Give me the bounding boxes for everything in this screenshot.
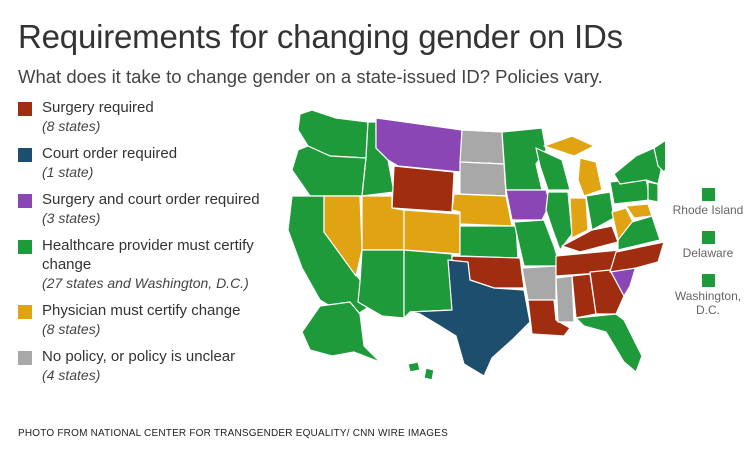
state-arkansas bbox=[521, 265, 557, 301]
legend-swatch bbox=[18, 148, 32, 162]
state-wisconsin bbox=[535, 147, 571, 191]
state-michigan-upper bbox=[543, 135, 595, 157]
legend-swatch bbox=[18, 305, 32, 319]
legend-label: Court order required bbox=[42, 145, 178, 162]
state-kansas bbox=[459, 225, 519, 259]
state-illinois bbox=[545, 191, 573, 251]
state-mississippi bbox=[555, 275, 575, 323]
state-michigan bbox=[577, 157, 603, 197]
legend-swatch bbox=[18, 102, 32, 116]
legend-swatch bbox=[18, 194, 32, 208]
small-state-rhode-island: Rhode Island bbox=[668, 188, 748, 217]
state-north-dakota bbox=[459, 129, 505, 165]
legend-count: (4 states) bbox=[42, 367, 101, 383]
legend-count: (3 states) bbox=[42, 210, 101, 226]
state-louisiana bbox=[527, 299, 571, 337]
state-ohio bbox=[585, 191, 615, 231]
legend-count: (8 states) bbox=[42, 321, 101, 337]
legend-label: Surgery required bbox=[42, 99, 154, 116]
small-state-label: Washington, D.C. bbox=[674, 289, 742, 317]
legend-item-physician: Physician must certify change (8 states) bbox=[18, 301, 298, 339]
legend-label: Physician must certify change bbox=[42, 302, 241, 319]
state-south-dakota bbox=[459, 161, 507, 197]
state-texas bbox=[409, 259, 531, 377]
small-states-legend: Rhode Island Delaware Washington, D.C. bbox=[668, 188, 748, 331]
state-alaska bbox=[301, 301, 381, 363]
page-title: Requirements for changing gender on IDs bbox=[18, 18, 623, 55]
state-maryland bbox=[625, 203, 653, 219]
state-north-carolina bbox=[609, 241, 665, 273]
state-florida bbox=[575, 313, 643, 373]
legend-count: (1 state) bbox=[42, 164, 94, 180]
legend-swatch bbox=[18, 351, 32, 365]
legend-label: Surgery and court order required bbox=[42, 191, 260, 208]
state-nevada bbox=[323, 195, 363, 277]
state-virginia bbox=[617, 215, 661, 251]
small-state-swatch bbox=[701, 231, 715, 244]
small-state-label: Rhode Island bbox=[672, 203, 744, 217]
small-state-delaware: Delaware bbox=[668, 231, 748, 260]
us-map bbox=[287, 109, 665, 380]
state-new-york bbox=[613, 147, 663, 185]
small-state-washington-dc: Washington, D.C. bbox=[668, 274, 748, 317]
state-hawaii-big-island bbox=[423, 367, 435, 380]
state-hawaii bbox=[407, 361, 421, 373]
state-new-england bbox=[653, 139, 665, 173]
photo-credit: PHOTO FROM NATIONAL CENTER FOR TRANSGEND… bbox=[18, 428, 448, 439]
state-colorado bbox=[403, 209, 461, 255]
legend-item-surgery: Surgery required (8 states) bbox=[18, 98, 298, 136]
legend-count: (27 states and Washington, D.C.) bbox=[42, 275, 249, 291]
legend-item-no-policy: No policy, or policy is unclear (4 state… bbox=[18, 347, 298, 385]
legend-count: (8 states) bbox=[42, 118, 101, 134]
state-new-jersey bbox=[647, 181, 659, 203]
state-wyoming bbox=[391, 165, 455, 213]
state-nebraska bbox=[451, 193, 513, 227]
state-iowa bbox=[505, 189, 551, 221]
legend-swatch bbox=[18, 240, 32, 254]
legend: Surgery required (8 states) Court order … bbox=[18, 98, 298, 393]
legend-item-court-order: Court order required (1 state) bbox=[18, 144, 298, 182]
legend-item-healthcare-provider: Healthcare provider must certify change … bbox=[18, 236, 298, 293]
small-state-swatch bbox=[701, 188, 715, 201]
small-state-swatch bbox=[701, 274, 715, 287]
legend-item-surgery-and-court: Surgery and court order required (3 stat… bbox=[18, 190, 298, 228]
small-state-label: Delaware bbox=[682, 246, 734, 260]
state-kentucky bbox=[561, 225, 619, 253]
page-subtitle: What does it take to change gender on a … bbox=[18, 66, 603, 87]
legend-label: No policy, or policy is unclear bbox=[42, 348, 236, 365]
state-indiana bbox=[569, 197, 589, 239]
state-new-mexico bbox=[403, 249, 453, 319]
legend-label: Healthcare provider must certify change bbox=[42, 237, 254, 273]
